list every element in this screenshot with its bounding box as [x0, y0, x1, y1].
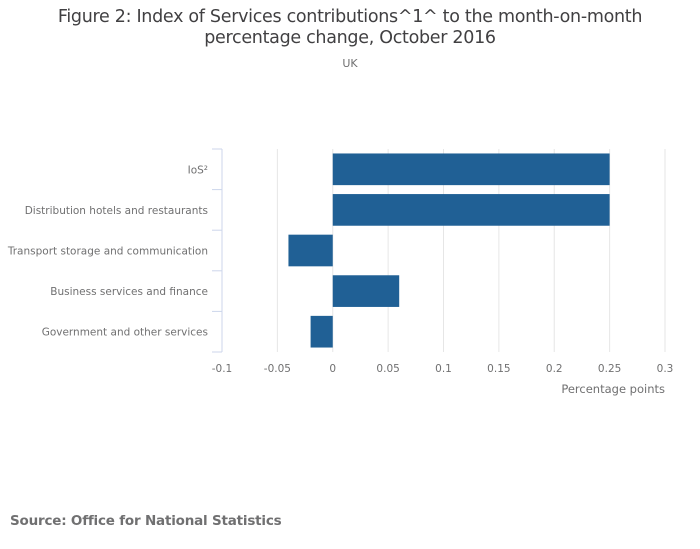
y-axis — [212, 148, 223, 353]
x-tick-label: 0 — [329, 363, 336, 375]
category-label: Transport storage and communication — [7, 246, 208, 258]
category-label: Government and other services — [42, 327, 208, 339]
category-labels: IoS² Distribution hotels and restaurants T… — [7, 164, 208, 338]
bar[interactable] — [332, 275, 400, 307]
chart-title: Figure 2: Index of Services contribution… — [0, 7, 700, 49]
chart-title-line-1: Figure 2: Index of Services contribution… — [57, 7, 643, 27]
bar[interactable] — [310, 315, 333, 348]
category-label: Distribution hotels and restaurants — [25, 205, 208, 217]
x-tick-label: 0.25 — [598, 363, 621, 375]
x-tick-label: 0.3 — [657, 363, 674, 375]
bars — [288, 153, 610, 348]
bar[interactable] — [332, 153, 610, 186]
bar[interactable] — [332, 194, 610, 226]
bar[interactable] — [288, 234, 333, 267]
x-tick-label: 0.15 — [487, 363, 510, 375]
category-label: Business services and finance — [50, 286, 208, 298]
chart-title-line-2: percentage change, October 2016 — [204, 28, 496, 48]
x-tick-labels: -0.1 -0.05 0 0.05 0.1 0.15 0.2 0.25 0.3 — [212, 363, 674, 375]
chart-subtitle: UK — [342, 57, 358, 70]
category-label: IoS² — [188, 164, 208, 176]
x-axis-title: Percentage points — [561, 382, 665, 396]
x-tick-label: 0.1 — [435, 363, 452, 375]
x-tick-label: -0.1 — [212, 363, 233, 375]
x-tick-label: 0.2 — [546, 363, 563, 375]
source-note: Source: Office for National Statistics — [10, 513, 282, 529]
x-tick-label: 0.05 — [376, 363, 399, 375]
x-tick-label: -0.05 — [264, 363, 291, 375]
